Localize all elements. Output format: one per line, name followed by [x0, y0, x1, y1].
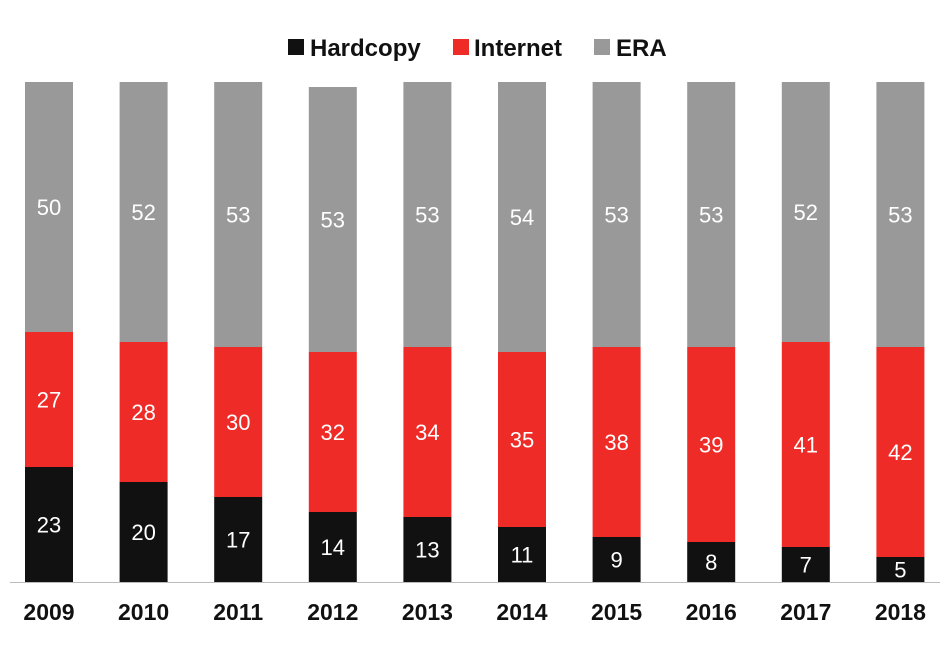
- bar-segment-hardcopy-2016: [687, 542, 736, 582]
- legend-label-hardcopy: Hardcopy: [310, 35, 421, 62]
- x-tick-label-2013: 2013: [402, 599, 453, 625]
- bar-segment-era-2012: [308, 87, 357, 352]
- bar-group-2010: 20 28 52: [119, 82, 168, 582]
- legend-label-internet: Internet: [474, 35, 562, 62]
- legend-swatch-internet: [453, 39, 469, 55]
- data-label-hardcopy-2018: 5: [894, 558, 906, 583]
- bar-segment-era-2017: [781, 82, 830, 342]
- bar-segment-hardcopy-2011: [214, 497, 263, 582]
- data-label-hardcopy-2016: 8: [705, 550, 717, 575]
- data-label-era-2014: 54: [510, 205, 534, 230]
- bar-segment-internet-2011: [214, 347, 263, 497]
- data-label-hardcopy-2015: 9: [610, 548, 622, 573]
- x-tick-label-2016: 2016: [686, 599, 737, 625]
- bar-group-2015: 9 38 53: [592, 82, 641, 582]
- legend: Hardcopy Internet ERA: [288, 35, 667, 62]
- bar-segment-era-2014: [498, 82, 546, 352]
- bar-segment-era-2011: [214, 82, 263, 347]
- data-label-era-2013: 53: [415, 203, 439, 228]
- data-label-internet-2009: 27: [37, 388, 61, 413]
- bar-segment-hardcopy-2015: [592, 537, 641, 582]
- legend-swatch-era: [594, 39, 610, 55]
- legend-swatch-hardcopy: [288, 39, 304, 55]
- data-label-hardcopy-2014: 11: [511, 543, 534, 568]
- data-label-internet-2016: 39: [699, 433, 723, 458]
- data-label-era-2011: 53: [226, 203, 250, 228]
- x-tick-label-2010: 2010: [118, 599, 169, 625]
- data-label-internet-2015: 38: [604, 430, 628, 455]
- data-label-era-2010: 52: [131, 200, 155, 225]
- bar-group-2018: 5 42 53: [876, 82, 925, 583]
- bar-group-2011: 17 30 53: [214, 82, 263, 582]
- bar-segment-era-2010: [119, 82, 168, 342]
- x-tick-label-2011: 2011: [213, 599, 263, 625]
- bar-segment-era-2015: [592, 82, 641, 347]
- bar-segment-era-2018: [876, 82, 925, 347]
- data-label-era-2017: 52: [794, 200, 818, 225]
- bar-segment-hardcopy-2012: [308, 512, 357, 582]
- bar-segment-internet-2010: [119, 342, 168, 482]
- x-tick-label-2014: 2014: [496, 599, 547, 625]
- x-tick-label-2009: 2009: [23, 599, 74, 625]
- data-label-internet-2011: 30: [226, 410, 250, 435]
- bar-group-2012: 14 32 53: [308, 87, 357, 582]
- bar-segment-internet-2016: [687, 347, 736, 542]
- bar-segment-era-2016: [687, 82, 736, 347]
- bars-area: 23 27 50 20 28 52 17 30 53 14 32 53 13 34 53 11 35 54 9 38 5…: [25, 82, 925, 583]
- data-label-internet-2010: 28: [131, 400, 155, 425]
- x-tick-label-2017: 2017: [780, 599, 831, 625]
- data-label-hardcopy-2009: 23: [37, 513, 61, 538]
- data-label-hardcopy-2013: 13: [415, 538, 439, 563]
- bar-group-2014: 11 35 54: [498, 82, 546, 582]
- bar-segment-hardcopy-2009: [25, 467, 73, 582]
- bar-segment-internet-2018: [876, 347, 925, 557]
- bar-segment-internet-2014: [498, 352, 546, 527]
- bar-segment-internet-2012: [308, 352, 357, 512]
- bar-group-2017: 7 41 52: [781, 82, 830, 582]
- data-label-era-2016: 53: [699, 203, 723, 228]
- data-label-hardcopy-2011: 17: [226, 528, 250, 553]
- legend-label-era: ERA: [616, 35, 667, 62]
- data-label-internet-2013: 34: [415, 420, 439, 445]
- bar-group-2009: 23 27 50: [25, 82, 73, 582]
- bar-segment-hardcopy-2014: [498, 527, 546, 582]
- bar-segment-hardcopy-2017: [781, 547, 830, 582]
- x-tick-label-2015: 2015: [591, 599, 642, 625]
- bar-group-2016: 8 39 53: [687, 82, 736, 582]
- data-label-internet-2017: 41: [794, 433, 818, 458]
- bar-segment-internet-2015: [592, 347, 641, 537]
- data-label-era-2012: 53: [321, 208, 345, 233]
- data-label-era-2015: 53: [604, 203, 628, 228]
- x-tick-label-2012: 2012: [307, 599, 358, 625]
- bar-segment-era-2013: [403, 82, 452, 347]
- bar-segment-internet-2013: [403, 347, 452, 517]
- bar-segment-internet-2009: [25, 332, 73, 467]
- data-label-internet-2018: 42: [888, 440, 912, 465]
- bar-segment-era-2009: [25, 82, 73, 332]
- data-label-era-2009: 50: [37, 195, 61, 220]
- bar-segment-hardcopy-2018: [876, 557, 925, 582]
- x-tick-label-2018: 2018: [875, 599, 926, 625]
- data-label-internet-2012: 32: [321, 420, 345, 445]
- bar-segment-hardcopy-2010: [119, 482, 168, 582]
- data-label-hardcopy-2012: 14: [321, 535, 345, 560]
- bar-segment-internet-2017: [781, 342, 830, 547]
- data-label-hardcopy-2010: 20: [131, 520, 155, 545]
- data-label-hardcopy-2017: 7: [800, 553, 812, 578]
- bar-segment-hardcopy-2013: [403, 517, 452, 582]
- data-label-internet-2014: 35: [510, 428, 534, 453]
- data-label-era-2018: 53: [888, 203, 912, 228]
- x-axis-ticks: 2009 2010 2011 2012 2013 2014 2015 2016 2017 2018: [23, 599, 926, 625]
- bar-group-2013: 13 34 53: [403, 82, 452, 582]
